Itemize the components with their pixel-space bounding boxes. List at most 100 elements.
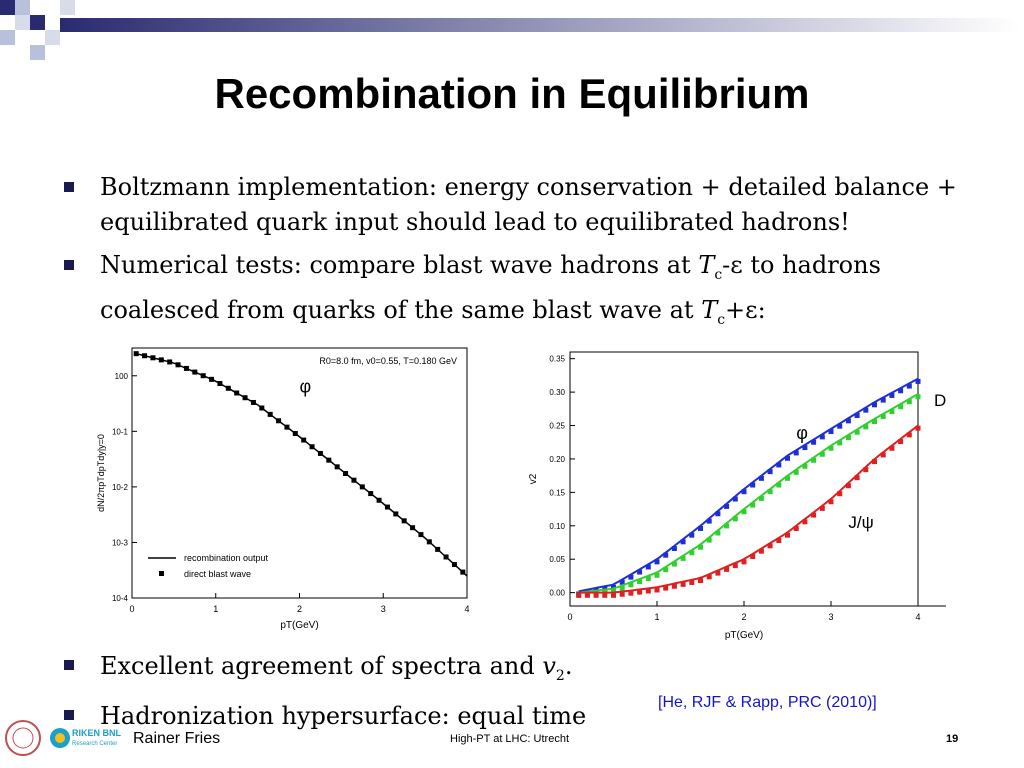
data-point-series-1 <box>880 414 886 420</box>
data-point-series-2 <box>706 574 712 580</box>
data-point-series-2 <box>671 583 677 589</box>
bullet-numerical-tests: Numerical tests: compare blast wave hadr… <box>62 248 962 338</box>
legend-square-icon <box>159 571 164 576</box>
data-point-blast-wave <box>301 437 307 443</box>
data-point-series-1 <box>741 509 747 515</box>
x-tick-label: 2 <box>297 604 302 614</box>
bullet-text: Numerical tests: compare blast wave hadr… <box>100 251 699 279</box>
data-point-series-2 <box>854 475 860 481</box>
data-point-series-1 <box>863 424 869 430</box>
v2-chart: 0 1 2 3 4 0.00 0.05 0.10 0.15 0.20 0.25 0.30 0.35 pT(… <box>528 351 946 641</box>
data-point-series-1 <box>611 588 616 594</box>
data-point-series-0 <box>811 439 817 445</box>
data-point-blast-wave <box>418 532 424 538</box>
data-point-series-1 <box>802 463 808 469</box>
y-axis-label: v2 <box>528 473 539 484</box>
plot-frame <box>569 351 919 607</box>
subscript-c: c <box>717 311 726 328</box>
data-point-series-1 <box>915 394 921 400</box>
x-tick-label: 4 <box>464 604 469 614</box>
bullet-square-icon <box>64 709 74 720</box>
data-point-series-1 <box>811 457 817 463</box>
y-tick-label: 100 <box>115 372 129 381</box>
data-point-series-0 <box>619 579 625 585</box>
bullet-text-post: . <box>564 652 573 680</box>
data-point-series-1 <box>698 544 703 550</box>
data-point-blast-wave <box>460 569 466 575</box>
data-point-series-2 <box>645 588 651 594</box>
data-point-series-0 <box>654 559 660 565</box>
data-point-series-0 <box>724 503 730 509</box>
data-point-series-0 <box>698 525 703 531</box>
series-line-2 <box>578 424 919 594</box>
data-point-blast-wave <box>292 431 298 437</box>
top-bullet-list: Boltzmann implementation: energy conserv… <box>62 170 962 346</box>
data-point-series-2 <box>811 512 817 518</box>
data-point-blast-wave <box>343 471 349 477</box>
data-point-series-2 <box>602 592 608 598</box>
data-point-series-1 <box>785 475 790 481</box>
x-tick-label: 2 <box>741 612 746 622</box>
data-point-series-1 <box>663 567 669 573</box>
data-point-series-0 <box>750 482 756 488</box>
data-point-blast-wave <box>326 457 332 463</box>
data-point-series-0 <box>819 434 825 440</box>
label-jpsi: J/ψ <box>848 513 873 532</box>
data-point-series-0 <box>863 407 869 413</box>
data-point-blast-wave <box>150 355 156 361</box>
page-number: 19 <box>946 733 959 745</box>
data-point-series-2 <box>732 563 738 569</box>
slide-title: Recombination in Equilibrium <box>214 70 810 117</box>
data-point-series-1 <box>689 550 695 556</box>
data-point-series-0 <box>706 518 712 524</box>
x-tick-label: 3 <box>381 604 386 614</box>
data-point-series-1 <box>872 419 877 425</box>
data-point-series-2 <box>785 532 790 538</box>
data-point-series-2 <box>698 578 703 584</box>
data-point-series-2 <box>767 543 773 549</box>
data-point-series-2 <box>724 566 730 572</box>
data-point-blast-wave <box>175 362 181 368</box>
data-point-series-1 <box>758 495 764 501</box>
phi-label: φ <box>300 377 312 397</box>
data-point-series-1 <box>767 489 773 495</box>
data-point-series-0 <box>880 397 886 403</box>
data-point-series-1 <box>793 469 799 475</box>
data-point-blast-wave <box>250 399 256 405</box>
data-point-series-1 <box>619 585 625 591</box>
footer-event: High-PT at LHC: Utrecht <box>450 733 570 745</box>
data-point-series-1 <box>724 523 730 529</box>
data-point-blast-wave <box>267 411 273 417</box>
y-tick-label: 0.15 <box>549 488 565 497</box>
bullet-square-icon <box>64 660 74 670</box>
data-point-series-0 <box>802 445 808 451</box>
data-point-series-1 <box>898 404 904 410</box>
x-tick-label: 0 <box>129 604 134 614</box>
x-tick-label: 1 <box>654 612 659 622</box>
data-point-series-0 <box>776 462 782 468</box>
data-point-series-1 <box>654 572 660 578</box>
data-point-blast-wave <box>401 518 407 524</box>
subscript-2: 2 <box>555 667 565 684</box>
data-point-series-2 <box>750 554 756 560</box>
bullet-text: Boltzmann implementation: energy conserv… <box>100 173 957 236</box>
bullet-text-mid: -ε to hadrons coalesced from quarks of t… <box>100 251 881 324</box>
data-point-blast-wave <box>167 359 173 365</box>
data-point-series-2 <box>802 519 808 525</box>
data-point-series-2 <box>758 548 764 554</box>
data-point-series-1 <box>628 582 634 588</box>
data-point-series-0 <box>889 392 895 398</box>
x-axis-label: pT(GeV) <box>725 630 763 641</box>
data-point-series-0 <box>689 532 695 538</box>
bullet-square-icon <box>64 182 74 192</box>
data-point-series-1 <box>776 482 782 488</box>
data-point-series-0 <box>637 569 643 575</box>
data-point-series-2 <box>593 592 599 598</box>
data-point-blast-wave <box>133 351 139 357</box>
data-point-blast-wave <box>393 511 399 517</box>
data-point-blast-wave <box>200 373 206 379</box>
data-point-blast-wave <box>209 376 215 382</box>
data-point-series-1 <box>819 451 825 457</box>
data-point-blast-wave <box>410 525 416 531</box>
riken-bnl-logo-center <box>55 733 65 743</box>
